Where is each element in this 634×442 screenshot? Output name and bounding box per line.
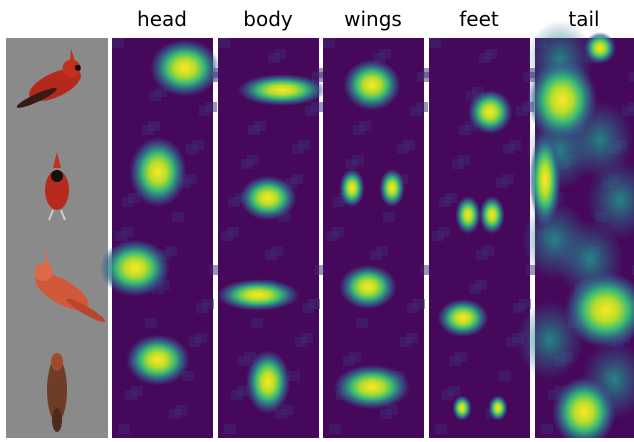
- heatmap-blob: [246, 350, 291, 414]
- column-header: wings: [344, 7, 402, 31]
- heatmap-cell: [251, 318, 263, 328]
- heatmap-cell: [628, 102, 634, 112]
- heatmap-cell: [502, 174, 514, 184]
- heatmap-cell: [165, 246, 177, 256]
- heatmap-blob: [584, 32, 616, 64]
- heatmap-blob: [334, 365, 411, 410]
- heatmap-blob: [100, 239, 170, 297]
- heatmap-cell: [406, 333, 418, 343]
- column-headers: head body wings feet tail: [137, 7, 600, 31]
- heatmap-cell: [247, 155, 259, 165]
- heatmap-cell: [301, 333, 313, 343]
- heatmap-blob: [527, 58, 597, 141]
- heatmap-cell: [145, 318, 157, 328]
- heatmap-cell: [475, 280, 487, 290]
- heatmap-blob: [343, 59, 401, 110]
- heatmap-cell: [298, 140, 310, 150]
- heatmap-cell: [271, 246, 283, 256]
- heatmap-blob: [452, 395, 471, 421]
- heatmap-cell: [172, 212, 184, 222]
- heatmap-blob: [437, 299, 488, 337]
- heatmap-cell: [416, 102, 428, 112]
- heatmap-cell: [112, 38, 124, 48]
- heatmap-cell: [202, 299, 214, 309]
- heatmap-cell: [413, 299, 425, 309]
- heatmap-blob: [126, 334, 190, 385]
- heatmap-cell: [352, 155, 364, 165]
- heatmap-cell: [195, 333, 207, 343]
- heatmap-cell: [541, 424, 553, 434]
- heatmap-cell: [274, 49, 286, 59]
- heatmap-cell: [485, 49, 497, 59]
- heatmap-cell: [509, 140, 521, 150]
- heatmap-blob: [129, 137, 187, 207]
- heatmap-blob: [339, 169, 365, 207]
- heatmap-cell: [499, 371, 511, 381]
- heatmap-cell: [435, 424, 447, 434]
- heatmap-cell: [376, 246, 388, 256]
- heatmap-cell: [218, 38, 230, 48]
- heatmap-cell: [629, 72, 634, 82]
- heatmap-blob: [468, 90, 513, 135]
- column-header: body: [243, 7, 293, 31]
- heatmap-cell: [131, 386, 143, 396]
- heatmap-cell: [455, 352, 467, 362]
- heatmap-cell: [482, 246, 494, 256]
- heatmap-cell: [458, 155, 470, 165]
- heatmap-cell: [359, 121, 371, 131]
- heatmap-cell: [519, 299, 531, 309]
- heatmap-cell: [438, 227, 450, 237]
- heatmap-blob: [479, 196, 505, 234]
- heatmap-cell: [383, 212, 395, 222]
- heatmap-cell: [192, 140, 204, 150]
- heatmap-cell: [311, 102, 323, 112]
- heatmap-cell: [205, 102, 217, 112]
- heatmap-blob: [455, 196, 481, 234]
- heatmap-cell: [227, 227, 239, 237]
- heatmap-cell: [185, 174, 197, 184]
- heatmap-blob: [239, 176, 297, 221]
- heatmap-blob: [237, 74, 327, 106]
- heatmap-cell: [445, 193, 457, 203]
- heatmap-cell: [121, 227, 133, 237]
- heatmap-blob: [150, 39, 220, 97]
- heatmap-cell: [429, 38, 441, 48]
- heatmap-cell: [403, 140, 415, 150]
- heatmap-cell: [356, 318, 368, 328]
- heatmap-blob: [379, 169, 405, 207]
- heatmap-blob: [339, 265, 397, 310]
- column-header: tail: [568, 7, 599, 31]
- heatmap-cell: [281, 405, 293, 415]
- heatmap-cell: [448, 386, 460, 396]
- heatmap-cell: [329, 424, 341, 434]
- heatmap-cell: [118, 424, 130, 434]
- heatmap-cell: [175, 405, 187, 415]
- heatmap-cell: [349, 352, 361, 362]
- heatmap-cell: [291, 174, 303, 184]
- heatmap-cell: [379, 49, 391, 59]
- heatmap-blob: [216, 279, 299, 311]
- heatmap-cell: [148, 121, 160, 131]
- column-header: head: [137, 7, 187, 31]
- heatmap-cell: [332, 227, 344, 237]
- heatmap-cell: [224, 424, 236, 434]
- heatmap-blob: [529, 132, 561, 228]
- heatmap-blob: [488, 395, 507, 421]
- heatmap-cell: [323, 38, 335, 48]
- figure: head body wings feet tail: [0, 0, 634, 438]
- heatmap-cell: [308, 299, 320, 309]
- heatmap-cell: [254, 121, 266, 131]
- column-header: feet: [459, 7, 499, 31]
